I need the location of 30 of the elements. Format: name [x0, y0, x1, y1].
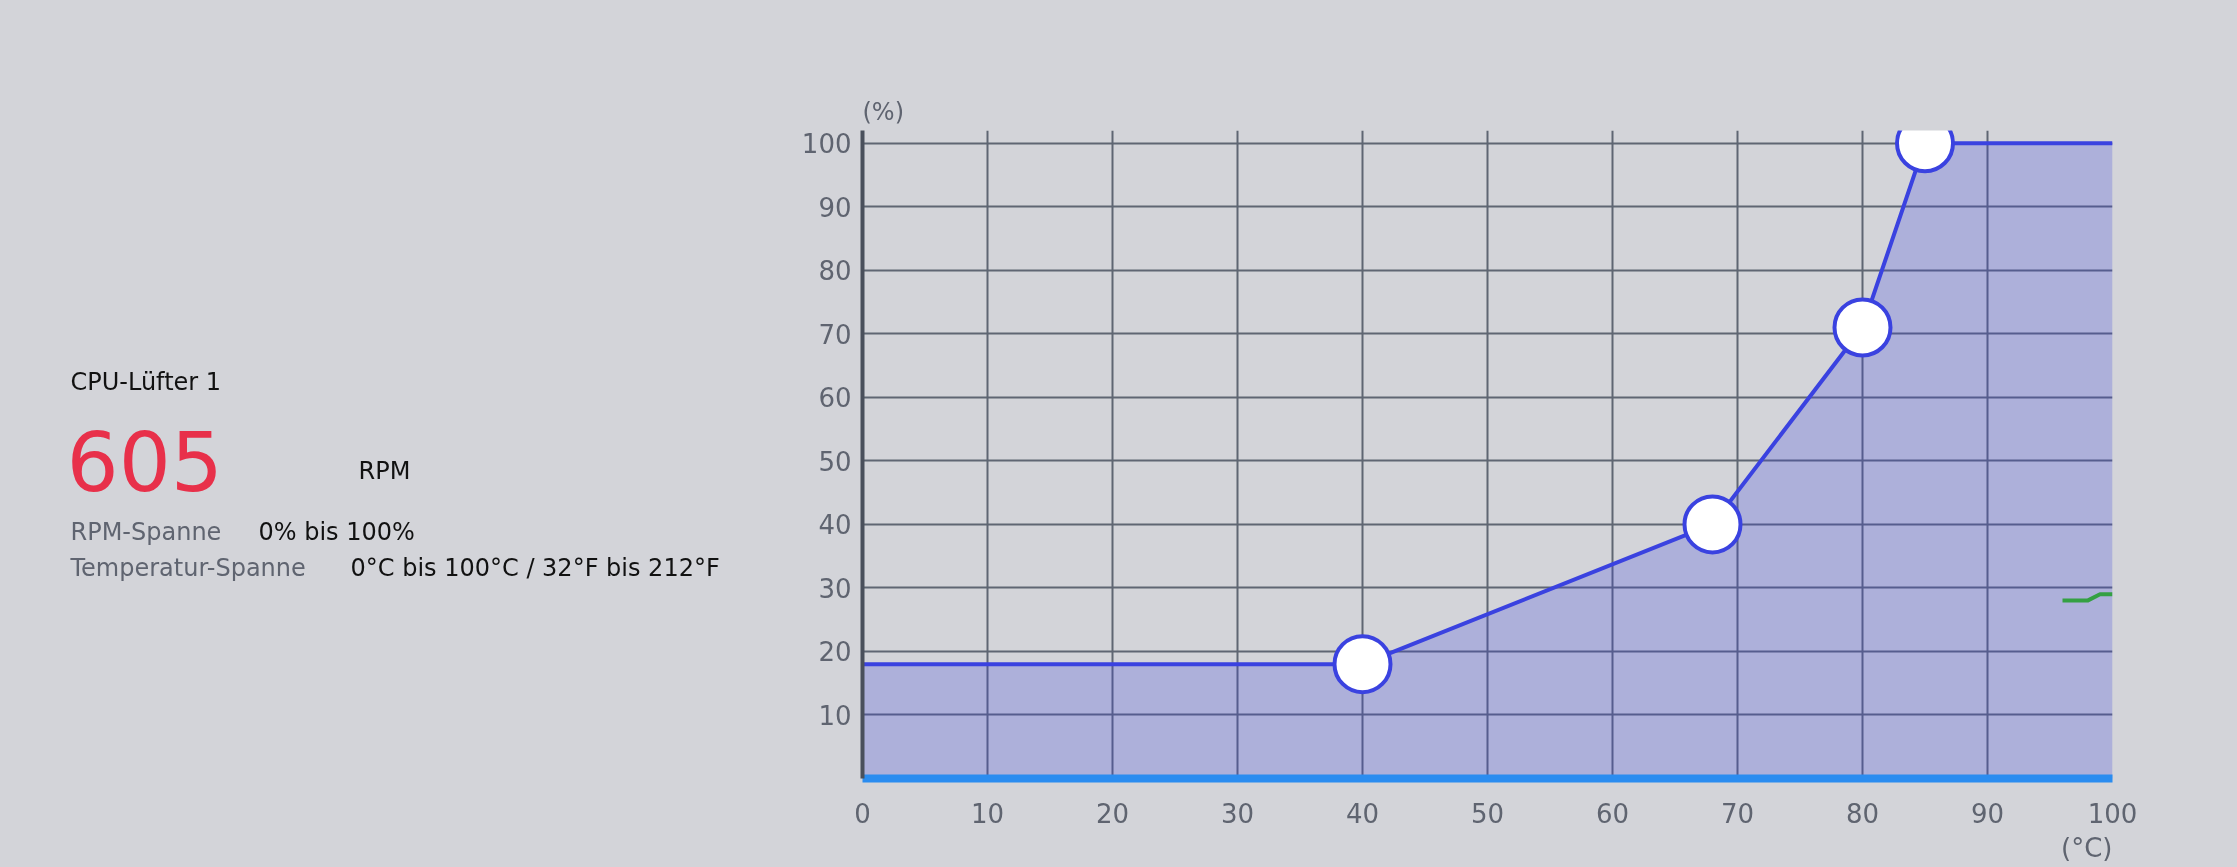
y-tick-label: 90 [818, 192, 852, 223]
y-axis-title: (%) [862, 97, 905, 126]
y-tick-label: 20 [818, 637, 852, 668]
y-tick-label: 10 [818, 700, 852, 731]
x-tick-label: 40 [1345, 798, 1380, 829]
text: 0% bis 100% [258, 517, 415, 546]
x-axis-title: (°C) [2061, 832, 2113, 863]
x-tick-label: 50 [1470, 798, 1505, 829]
text: Temperatur-Spanne [69, 553, 306, 582]
x-tick-label: 0 [854, 798, 871, 829]
x-tick-label: 70 [1720, 798, 1755, 829]
text: RPM [358, 456, 411, 485]
x-tick-label: 20 [1095, 798, 1130, 829]
x-tick-label: 80 [1845, 798, 1880, 829]
x-tick-label: 90 [1970, 798, 2005, 829]
y-tick-label: 50 [818, 446, 852, 477]
y-tick-label: 40 [818, 510, 852, 541]
y-tick-label: 30 [818, 573, 852, 604]
y-tick-label: 60 [818, 383, 852, 414]
y-tick-label: 80 [818, 256, 852, 287]
x-tick-label: 60 [1595, 798, 1630, 829]
x-tick-label: 100 [2087, 798, 2138, 829]
text: 0°C bis 100°C / 32°F bis 212°F [350, 553, 720, 582]
text: CPU-Lüfter 1 [70, 367, 222, 396]
x-tick-label: 30 [1220, 798, 1255, 829]
y-tick-label: 100 [801, 129, 852, 160]
y-tick-label: 70 [818, 319, 852, 350]
text: RPM-Spanne [70, 517, 222, 546]
text: 605 [66, 414, 224, 510]
x-tick-label: 10 [970, 798, 1005, 829]
